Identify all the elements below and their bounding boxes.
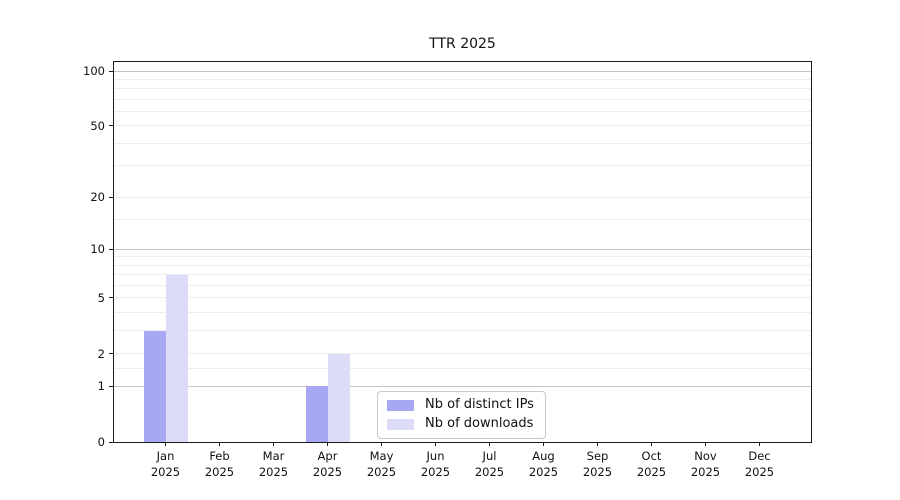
y-tick-mark — [109, 196, 113, 198]
major-gridline — [114, 385, 811, 387]
minor-gridline — [114, 274, 811, 276]
legend-swatch-downloads — [387, 418, 414, 430]
x-tick-mark — [327, 442, 328, 446]
x-tick-mark — [543, 442, 544, 446]
y-tick-label: 10 — [90, 242, 105, 257]
x-tick-mark — [165, 442, 166, 446]
x-tick-mark — [705, 442, 706, 446]
y-tick-mark — [109, 441, 113, 443]
minor-gridline — [114, 165, 811, 167]
x-tick-mark — [219, 442, 220, 446]
minor-gridline — [114, 218, 811, 220]
x-tick-label: Oct 2025 — [636, 449, 667, 479]
minor-gridline — [114, 98, 811, 100]
bar-nb-of-downloads-jan-2025 — [165, 274, 188, 442]
x-tick-mark — [597, 442, 598, 446]
legend: Nb of distinct IPs Nb of downloads — [377, 391, 546, 439]
minor-gridline — [114, 125, 811, 127]
x-tick-mark — [759, 442, 760, 446]
minor-gridline — [114, 330, 811, 332]
x-tick-label: Aug 2025 — [528, 449, 559, 479]
legend-label-distinct-ips: Nb of distinct IPs — [425, 397, 534, 412]
x-tick-mark — [273, 442, 274, 446]
plot-area: 0 1 2 5 10 20 50 100 Jan 2025 Feb 2025 Mar 2025 Apr… — [83, 61, 812, 479]
minor-gridline — [114, 256, 811, 258]
x-tick-label: Apr 2025 — [312, 449, 343, 479]
minor-gridline — [114, 285, 811, 287]
bar-nb-of-downloads-apr-2025 — [327, 353, 350, 442]
legend-label-downloads: Nb of downloads — [425, 416, 534, 431]
y-tick-label: 5 — [97, 290, 105, 305]
x-tick-label: Jul 2025 — [474, 449, 505, 479]
major-gridline — [114, 70, 811, 72]
bar-nb-of-distinct-ips-apr-2025 — [305, 386, 328, 442]
y-tick-label: 1 — [97, 379, 105, 394]
x-tick-label: Sep 2025 — [582, 449, 613, 479]
x-tick-mark — [435, 442, 436, 446]
chart-title: TTR 2025 — [429, 36, 496, 52]
x-tick-mark — [381, 442, 382, 446]
x-tick-label: Dec 2025 — [744, 449, 775, 479]
x-tick-label: May 2025 — [366, 449, 397, 479]
y-tick-label: 2 — [97, 346, 105, 361]
minor-gridline — [114, 297, 811, 299]
minor-gridline — [114, 312, 811, 314]
minor-gridline — [114, 88, 811, 90]
minor-gridline — [114, 264, 811, 266]
minor-gridline — [114, 353, 811, 355]
x-tick-label: Jan 2025 — [150, 449, 181, 479]
minor-gridline — [114, 78, 811, 80]
y-tick-label: 0 — [97, 435, 105, 449]
x-tick-label: Feb 2025 — [204, 449, 235, 479]
minor-gridline — [114, 142, 811, 144]
y-tick-label: 50 — [90, 118, 105, 133]
y-tick-mark — [109, 297, 113, 299]
legend-swatch-distinct-ips — [387, 399, 414, 411]
y-tick-mark — [109, 248, 113, 250]
y-tick-label: 100 — [83, 64, 105, 79]
y-tick-mark — [109, 125, 113, 127]
legend-item-distinct-ips: Nb of distinct IPs — [387, 397, 534, 413]
y-tick-mark — [109, 385, 113, 387]
major-gridline — [114, 248, 811, 250]
y-tick-mark — [109, 353, 113, 355]
minor-gridline — [114, 111, 811, 113]
y-tick-label: 20 — [90, 190, 105, 205]
x-tick-label: Jun 2025 — [420, 449, 451, 479]
bar-nb-of-distinct-ips-jan-2025 — [143, 330, 166, 442]
legend-item-downloads: Nb of downloads — [387, 416, 534, 432]
x-tick-mark — [651, 442, 652, 446]
y-tick-mark — [109, 70, 113, 72]
minor-gridline — [114, 367, 811, 369]
x-tick-label: Nov 2025 — [690, 449, 721, 479]
x-tick-mark — [489, 442, 490, 446]
minor-gridline — [114, 196, 811, 198]
x-tick-label: Mar 2025 — [258, 449, 289, 479]
